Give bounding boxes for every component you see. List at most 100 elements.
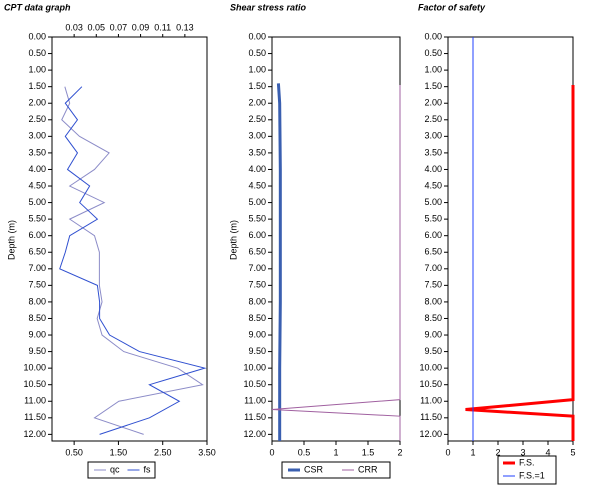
y-tick-label: 11.50	[420, 412, 442, 422]
plot-area	[271, 36, 401, 442]
series-line	[465, 85, 575, 441]
y-tick-label: 6.00	[248, 230, 266, 240]
x2-tick-label: 0.05	[88, 22, 106, 32]
x-tick-label: 4	[545, 447, 550, 457]
y-tick-label: 0.00	[424, 31, 442, 41]
x-tick-label: 0.5	[298, 447, 311, 457]
y-tick-label: 0.50	[424, 48, 442, 58]
y-tick-label: 10.00	[243, 363, 266, 373]
y-tick-label: 5.00	[248, 197, 266, 207]
legend-label: CSR	[304, 464, 324, 474]
y-tick-label: 3.50	[424, 147, 442, 157]
y-tick-label: 1.00	[248, 64, 266, 74]
y-tick-label: 11.50	[244, 412, 266, 422]
y-tick-label: 8.50	[248, 313, 266, 323]
y-tick-label: 2.00	[424, 98, 442, 108]
y-tick-label: 7.50	[28, 280, 46, 290]
y-tick-label: 0.00	[28, 31, 46, 41]
y-tick-label: 6.50	[424, 247, 442, 257]
series-line	[61, 86, 204, 435]
y-tick-label: 9.50	[248, 346, 266, 356]
y-tick-label: 11.00	[244, 396, 266, 406]
series-line	[59, 86, 207, 435]
y-tick-label: 12.00	[243, 429, 266, 439]
x-tick-label: 3.50	[198, 447, 216, 457]
y-tick-label: 9.50	[424, 346, 442, 356]
y-tick-label: 1.00	[28, 64, 46, 74]
legend-box	[497, 455, 557, 485]
y-tick-label: 9.00	[28, 329, 46, 339]
y-axis-label: Depth (m)	[228, 220, 238, 260]
y-tick-label: 6.50	[248, 247, 266, 257]
y-tick-label: 4.00	[28, 164, 46, 174]
series-line	[276, 83, 282, 441]
y-tick-label: 7.00	[424, 263, 442, 273]
y-tick-label: 0.50	[28, 48, 46, 58]
legend-label: fs	[144, 464, 152, 474]
x-tick-label: 0.50	[65, 447, 83, 457]
y-tick-label: 6.00	[424, 230, 442, 240]
y-tick-label: 1.00	[424, 64, 442, 74]
x-tick-label: 1.50	[110, 447, 128, 457]
y-tick-label: 5.00	[28, 197, 46, 207]
y-tick-label: 11.00	[24, 396, 46, 406]
legend-label: qc	[110, 464, 120, 474]
y-tick-label: 5.50	[424, 214, 442, 224]
y-tick-label: 7.00	[28, 263, 46, 273]
x2-tick-label: 0.09	[132, 22, 150, 32]
y-tick-label: 8.00	[248, 296, 266, 306]
plot-area	[447, 36, 574, 442]
y-tick-label: 8.50	[28, 313, 46, 323]
legend-label: F.S.	[519, 457, 535, 467]
y-tick-label: 10.00	[419, 363, 442, 373]
y-tick-label: 3.00	[248, 131, 266, 141]
legend-label: F.S.=1	[519, 470, 545, 480]
y-tick-label: 0.50	[248, 48, 266, 58]
chart-title: Shear stress ratio	[230, 2, 307, 12]
x2-tick-label: 0.03	[65, 22, 83, 32]
legend-box	[87, 461, 156, 479]
legend-box	[281, 461, 391, 479]
y-tick-label: 1.50	[424, 81, 442, 91]
y-tick-label: 8.50	[424, 313, 442, 323]
x-tick-label: 5	[570, 447, 575, 457]
y-tick-label: 9.50	[28, 346, 46, 356]
y-tick-label: 9.00	[248, 329, 266, 339]
y-tick-label: 1.50	[248, 81, 266, 91]
y-tick-label: 7.50	[248, 280, 266, 290]
x-tick-label: 2	[397, 447, 402, 457]
y-tick-label: 7.00	[248, 263, 266, 273]
y-tick-label: 3.50	[28, 147, 46, 157]
x-tick-label: 1	[470, 447, 475, 457]
y-tick-label: 5.00	[424, 197, 442, 207]
y-tick-label: 8.00	[424, 296, 442, 306]
y-tick-label: 6.50	[28, 247, 46, 257]
y-tick-label: 12.00	[419, 429, 442, 439]
y-tick-label: 2.50	[248, 114, 266, 124]
chart-title: Factor of safety	[418, 2, 486, 12]
y-axis-label: Depth (m)	[6, 220, 16, 260]
y-tick-label: 4.50	[248, 180, 266, 190]
x-tick-label: 1.5	[362, 447, 375, 457]
y-tick-label: 2.00	[248, 98, 266, 108]
y-tick-label: 11.50	[24, 412, 46, 422]
y-tick-label: 10.00	[23, 363, 46, 373]
x2-tick-label: 0.11	[154, 22, 171, 32]
chart-title: CPT data graph	[4, 2, 71, 12]
x2-tick-label: 0.07	[110, 22, 128, 32]
x-tick-label: 3	[520, 447, 525, 457]
x-tick-label: 1	[333, 447, 338, 457]
y-tick-label: 4.50	[424, 180, 442, 190]
y-tick-label: 11.00	[420, 396, 442, 406]
y-tick-label: 3.00	[28, 131, 46, 141]
y-tick-label: 3.50	[248, 147, 266, 157]
y-tick-label: 2.50	[424, 114, 442, 124]
y-tick-label: 10.50	[243, 379, 266, 389]
y-tick-label: 9.00	[424, 329, 442, 339]
legend-label: CRR	[358, 464, 378, 474]
y-tick-label: 0.00	[248, 31, 266, 41]
plot-area	[51, 36, 208, 442]
y-tick-label: 7.50	[424, 280, 442, 290]
y-tick-label: 4.00	[248, 164, 266, 174]
